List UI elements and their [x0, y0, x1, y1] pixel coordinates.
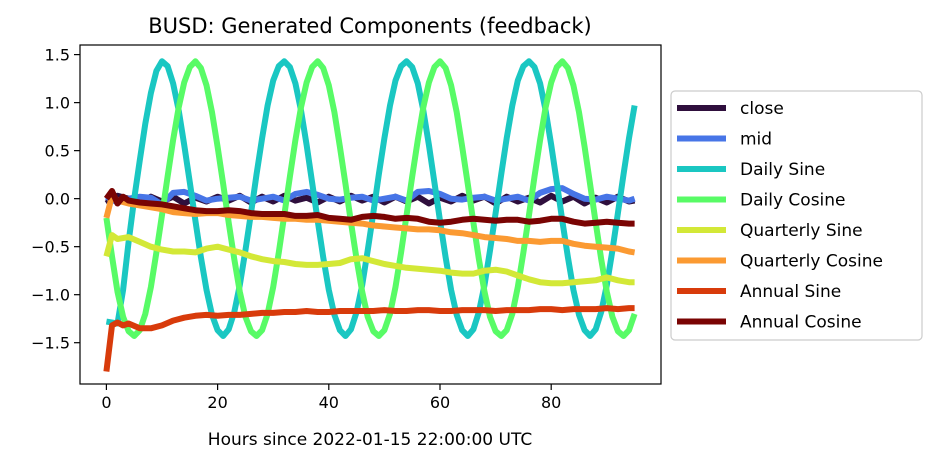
- series-line-daily-cosine: [103, 58, 638, 339]
- x-tick-label: 40: [319, 393, 339, 412]
- legend-label: Annual Cosine: [740, 313, 862, 333]
- series-line-quarterly-cosine: [103, 192, 636, 256]
- y-tick-label: 0.0: [45, 190, 70, 209]
- series-line-quarterly-sine: [103, 232, 635, 287]
- x-axis-label: Hours since 2022-01-15 22:00:00 UTC: [208, 430, 532, 450]
- y-tick-label: 0.5: [45, 142, 70, 161]
- legend-label: Quarterly Cosine: [740, 252, 883, 272]
- x-tick-label: 20: [207, 393, 227, 412]
- x-tick-label: 80: [541, 393, 561, 412]
- y-tick-label: −1.0: [31, 286, 70, 305]
- legend-label: Quarterly Sine: [740, 221, 863, 241]
- series-line-annual-sine: [103, 305, 635, 372]
- x-axis: 0 20 40 60 80: [101, 384, 561, 412]
- series-lines: [103, 58, 638, 372]
- y-tick-label: 1.0: [45, 94, 70, 113]
- x-tick-label: 0: [101, 393, 111, 412]
- legend-frame: [670, 90, 923, 341]
- series-line-annual-cosine: [103, 188, 635, 227]
- legend-label: Annual Sine: [740, 282, 841, 302]
- chart-title: BUSD: Generated Components (feedback): [148, 14, 592, 38]
- legend: close mid Daily Sine Daily Cosine Quarterly …: [670, 90, 923, 341]
- plot-frame: [79, 44, 662, 385]
- legend-label: mid: [740, 130, 772, 150]
- x-tick-label: 60: [430, 393, 450, 412]
- y-axis: 1.5 1.0 0.5 0.0 −0.5 −1.0 −1.5: [31, 46, 80, 353]
- legend-label: Daily Cosine: [740, 191, 846, 211]
- y-tick-label: −1.5: [31, 334, 70, 353]
- legend-label: Daily Sine: [740, 160, 825, 180]
- y-tick-label: −0.5: [31, 238, 70, 257]
- y-tick-label: 1.5: [45, 46, 70, 65]
- legend-label: close: [740, 99, 784, 119]
